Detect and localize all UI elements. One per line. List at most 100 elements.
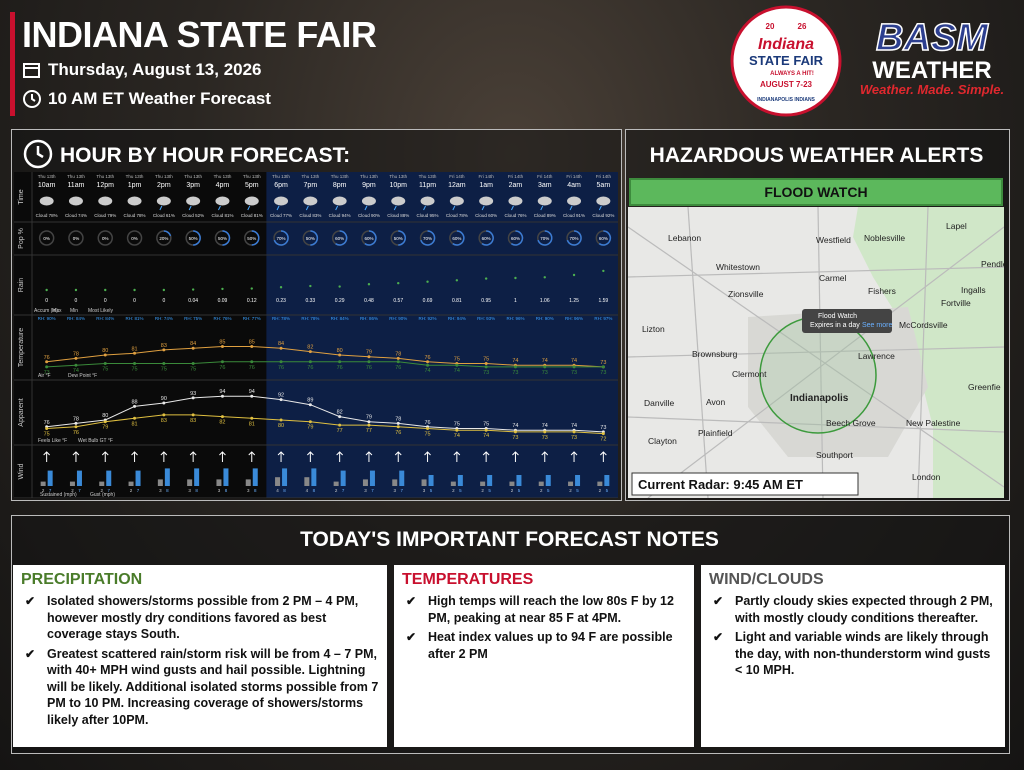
pop-label: 60% [511, 236, 520, 241]
place-label: Brownsburg [692, 349, 738, 359]
rain-drop [481, 205, 485, 211]
rain-drop [159, 205, 163, 211]
wind-gust-bar [106, 470, 112, 486]
weather-icon [39, 196, 54, 206]
radar-time: Current Radar: 9:45 AM ET [638, 477, 803, 492]
pop-label: 50% [306, 236, 315, 241]
weather-icon [596, 196, 611, 206]
rain-label: 0.57 [393, 298, 403, 304]
rh-label: RH: 96% [506, 316, 524, 321]
pop-label: 60% [482, 236, 491, 241]
day-label: Thu 13th [272, 174, 290, 179]
fair-logo: 20 26 Indiana STATE FAIR ALWAYS A HIT! A… [730, 5, 842, 117]
value-label: 75 [190, 367, 196, 373]
value-label: 79 [366, 350, 372, 356]
wind-sustained-bar [99, 481, 105, 486]
pop-ring [97, 230, 113, 246]
place-label: Greenfie [968, 382, 1001, 392]
pop-arc [481, 230, 494, 246]
value-label: 83 [190, 418, 196, 424]
rh-label: RH: 78% [301, 316, 319, 321]
value-label: 78 [395, 351, 401, 357]
wind-label: 5 [459, 488, 462, 493]
value-label: 75 [424, 432, 430, 438]
hour-label: 9pm [362, 182, 376, 189]
rh-label: RH: 90% [389, 316, 407, 321]
cloud-label: Cloud 94% [329, 213, 351, 218]
value-label: 90 [161, 396, 167, 402]
day-label: Thu 13th [184, 174, 202, 179]
hourly-grid: Time Pop % Rain Temperature Apparent Wind Thu … [14, 172, 618, 498]
weather-icon [508, 196, 523, 206]
place-label: McCordsville [899, 320, 948, 330]
place-label: Avon [706, 397, 725, 407]
value-label: 73 [600, 360, 606, 366]
day-label: Fri 14th [508, 174, 524, 179]
wind-arrow [189, 451, 197, 462]
rain-drop [305, 205, 309, 211]
weather-icon [68, 196, 83, 206]
hour-label: 8pm [333, 182, 347, 189]
place-label: Ingalls [961, 285, 986, 295]
note-box: WIND/CLOUDS Partly cloudy skies expected … [701, 565, 1005, 747]
place-label: Whitestown [716, 262, 760, 272]
rain-drop [452, 205, 456, 211]
value-label: 80 [102, 348, 108, 354]
rain-mark [221, 287, 224, 291]
wind-arrow [72, 451, 80, 462]
rain-label: 0 [45, 298, 48, 304]
note-item: Partly cloudy skies expected through 2 P… [713, 593, 997, 626]
note-item: Heat index values up to 94 F are possibl… [406, 629, 686, 662]
pop-label: 70% [540, 236, 549, 241]
clock-icon [23, 90, 41, 108]
value-label: 73 [571, 435, 577, 441]
wind-arrow [101, 451, 109, 462]
cloud-label: Cloud 76% [504, 213, 526, 218]
weather-icon [567, 196, 582, 206]
pop-arc [364, 230, 377, 246]
rh-label: RH: 78% [272, 316, 290, 321]
wind-label: 8 [195, 488, 198, 493]
cloud-label: Cloud 60% [475, 213, 497, 218]
place-label: Pendle [981, 259, 1004, 269]
wind-label: 2 [569, 488, 572, 493]
value-label: 88 [131, 399, 137, 405]
value-label: 76 [249, 365, 255, 371]
rain-mark [133, 288, 136, 292]
popup-link[interactable]: See more [862, 322, 892, 329]
wind-label: 7 [78, 488, 81, 493]
wind-label: 2 [481, 488, 484, 493]
pop-arc [566, 230, 582, 246]
cloud-label: Cloud 81% [241, 213, 263, 218]
wind-sustained-bar [128, 481, 134, 486]
wind-arrow [131, 451, 138, 462]
wind-gust-bar [76, 470, 82, 486]
wind-label: 2 [100, 488, 103, 493]
weather-icon [332, 196, 347, 206]
wind-gust-bar [252, 468, 258, 486]
wind-sustained-bar [157, 479, 163, 486]
wind-label: 3 [247, 488, 250, 493]
value-label: 74 [73, 368, 79, 374]
wind-gust-bar [194, 468, 200, 486]
wind-gust-bar [135, 470, 141, 486]
wind-label: 5 [576, 488, 579, 493]
wind-arrow [248, 451, 256, 462]
wind-label: 2 [511, 488, 514, 493]
rain-label: 0 [162, 298, 165, 304]
weather-icon [98, 196, 113, 206]
rain-label: 0.04 [188, 298, 198, 304]
basm-logo: BASM WEATHER Weather. Made. Simple. [860, 16, 1004, 97]
row-label: Time [18, 189, 25, 204]
date: Thursday, August 13, 2026 [48, 60, 262, 79]
note-item: High temps will reach the low 80s F by 1… [406, 593, 686, 626]
panel-title: HAZARDOUS WEATHER ALERTS [649, 144, 984, 167]
place-label: Lizton [642, 324, 665, 334]
cloud-label: Cloud 92% [592, 213, 614, 218]
wind-arrow [277, 451, 285, 462]
value-label: 74 [512, 358, 518, 364]
place-label: Clermont [732, 369, 767, 379]
hour-label: 1pm [128, 182, 142, 189]
value-label: 74 [454, 368, 460, 374]
wind-label: 8 [283, 488, 286, 493]
